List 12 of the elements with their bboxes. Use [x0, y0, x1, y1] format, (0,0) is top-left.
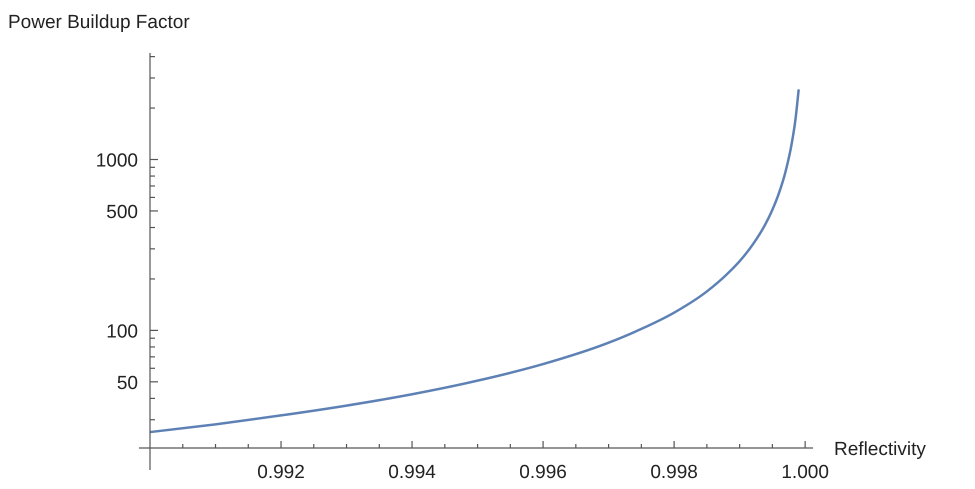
- y-tick-label: 50: [116, 372, 138, 394]
- x-tick-label: 0.992: [257, 462, 305, 483]
- y-tick-label: 500: [106, 202, 138, 223]
- y-tick-label: 100: [106, 321, 138, 342]
- x-tick-label: 0.994: [388, 462, 436, 483]
- line-series: [150, 89, 800, 434]
- x-tick-label: 0.998: [650, 462, 698, 483]
- y-tick-label: 1000: [96, 150, 138, 172]
- y-axis-title: Power Buildup Factor: [8, 12, 190, 33]
- x-tick-label: 0.996: [519, 462, 567, 483]
- x-axis-title: Reflectivity: [834, 439, 926, 460]
- x-tick-label: 1.000: [781, 462, 829, 483]
